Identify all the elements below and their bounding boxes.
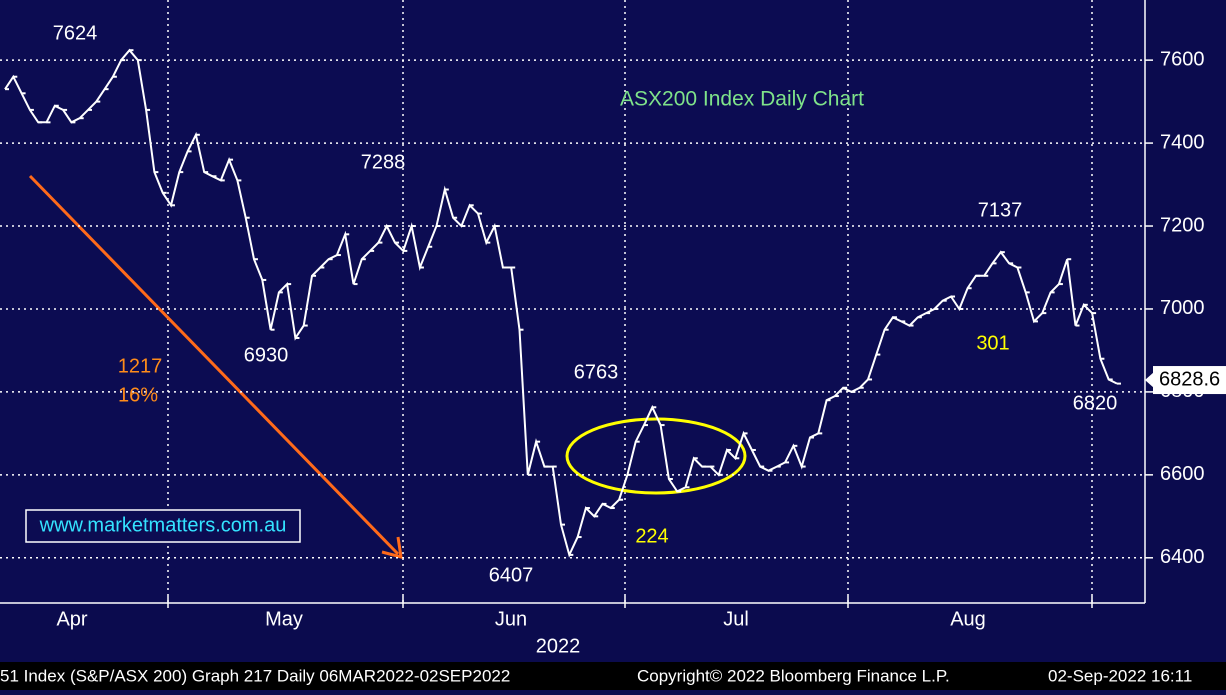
footer-date: 02-Sep-2022 16:11 xyxy=(1048,666,1192,685)
last-price-box xyxy=(1153,366,1226,395)
chart-title: ASX200 Index Daily Chart xyxy=(620,88,864,111)
annotation: 7624 xyxy=(53,22,98,44)
highlight-ellipse xyxy=(565,417,747,495)
x-tick-label: Aug xyxy=(950,608,986,630)
watermark-box xyxy=(25,509,301,543)
footer-copyright: Copyright© 2022 Bloomberg Finance L.P. xyxy=(637,666,950,685)
annotation: 224 xyxy=(635,525,668,547)
x-ticks xyxy=(167,596,1093,608)
annotation: 7137 xyxy=(978,199,1023,221)
watermark: www.marketmatters.com.au xyxy=(39,514,287,536)
y-tick-label: 6600 xyxy=(1160,463,1205,485)
y-tick-label: 7000 xyxy=(1160,297,1205,319)
x-grid xyxy=(167,0,1093,603)
y-tick-label: 7600 xyxy=(1160,48,1205,70)
x-year: 2022 xyxy=(536,635,581,657)
x-tick-label: May xyxy=(265,608,303,630)
footer-left: 51 Index (S&P/ASX 200) Graph 217 Daily 0… xyxy=(0,666,510,685)
annotation: 6820 xyxy=(1073,392,1118,414)
x-tick-label: Jun xyxy=(495,608,527,630)
x-tick-label: Jul xyxy=(723,608,749,630)
footer-bar xyxy=(0,662,1226,690)
x-tick-label: Apr xyxy=(56,608,87,630)
trend-arrow xyxy=(28,174,400,556)
y-tick-label: 6400 xyxy=(1160,546,1205,568)
last-price-label: 6828.6 xyxy=(1159,368,1220,390)
annotation: 1217 xyxy=(118,355,163,377)
annotation: 6930 xyxy=(244,344,289,366)
annotation: 301 xyxy=(976,332,1009,354)
annotation: 6763 xyxy=(574,361,619,383)
annotation: 6407 xyxy=(489,564,534,586)
arrow-head xyxy=(381,536,403,560)
y-tick-label: 7400 xyxy=(1160,131,1205,153)
annotation: 7288 xyxy=(361,151,406,173)
y-tick-label: 7200 xyxy=(1160,214,1205,236)
annotation: 16% xyxy=(118,384,158,406)
last-price-pointer xyxy=(1145,372,1154,389)
